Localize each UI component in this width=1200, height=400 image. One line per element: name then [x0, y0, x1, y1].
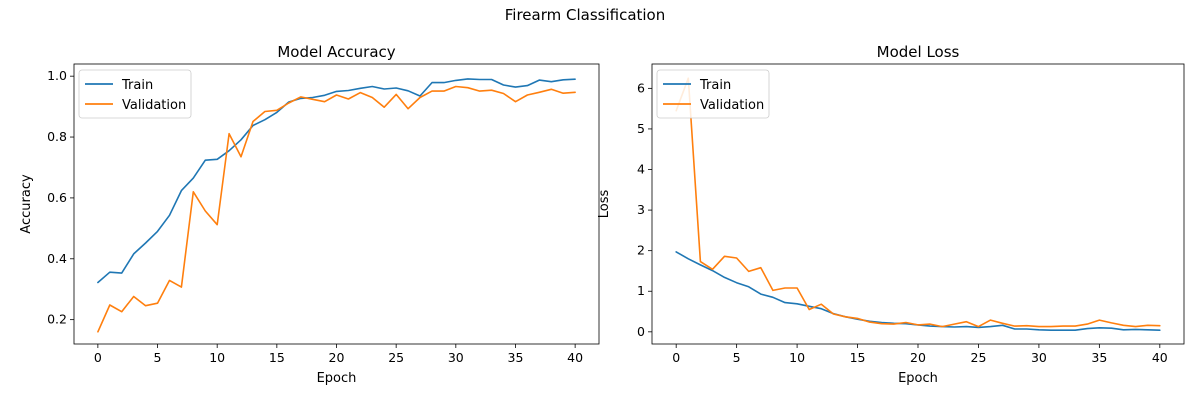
x-axis-label: Epoch: [317, 371, 357, 386]
x-tick-label: 0: [94, 350, 102, 365]
y-tick-label: 0: [637, 324, 645, 339]
y-axis-label: Accuracy: [19, 174, 34, 234]
legend-label-train: Train: [699, 78, 731, 93]
x-tick-label: 40: [567, 350, 583, 365]
x-tick-label: 15: [269, 350, 285, 365]
x-tick-label: 25: [971, 350, 987, 365]
x-tick-label: 5: [154, 350, 162, 365]
y-tick-label: 3: [637, 202, 645, 217]
chart-title: Model Loss: [877, 43, 960, 61]
series-line-train: [97, 78, 576, 284]
x-axis-label: Epoch: [898, 371, 938, 386]
loss-panel: Model Loss 0 5 10 15 20 25 30 35 40 0 1 2 3 4 5 6 Epoch Lo…: [597, 43, 1185, 386]
x-tick-label: 10: [789, 350, 805, 365]
figure-title: Firearm Classification: [505, 6, 666, 24]
x-tick-label: 10: [209, 350, 225, 365]
legend: [78, 69, 192, 119]
y-tick-label: 2: [637, 243, 645, 258]
x-tick-label: 30: [1031, 350, 1047, 365]
x-tick-label: 20: [329, 350, 345, 365]
y-tick-label: 0.4: [47, 251, 67, 266]
y-tick-label: 5: [637, 121, 645, 136]
legend-label-train: Train: [121, 78, 153, 93]
x-tick-label: 0: [672, 350, 680, 365]
x-tick-label: 25: [388, 350, 404, 365]
y-tick-label: 4: [637, 162, 645, 177]
y-tick-label: 1.0: [47, 68, 67, 83]
legend-label-validation: Validation: [122, 98, 186, 113]
y-axis-label: Loss: [597, 190, 612, 219]
x-tick-label: 5: [733, 350, 741, 365]
chart-title: Model Accuracy: [277, 43, 395, 61]
x-tick-label: 30: [448, 350, 464, 365]
y-tick-label: 0.6: [47, 190, 67, 205]
x-tick-label: 20: [910, 350, 926, 365]
series-line-validation: [97, 85, 576, 333]
series-line-train: [675, 251, 1161, 332]
y-tick-label: 1: [637, 283, 645, 298]
y-tick-label: 0.2: [47, 312, 67, 327]
x-tick-label: 15: [850, 350, 866, 365]
x-tick-label: 35: [508, 350, 524, 365]
legend: [656, 69, 770, 119]
y-tick-label: 0.8: [47, 129, 67, 144]
x-tick-label: 35: [1091, 350, 1107, 365]
y-tick-label: 6: [637, 80, 645, 95]
series-line-validation: [675, 77, 1161, 328]
legend-label-validation: Validation: [700, 98, 764, 113]
x-tick-label: 40: [1152, 350, 1168, 365]
accuracy-panel: Model Accuracy 0 5 10 15 20 25 30 35 40 0.2 0.4 0.6 0…: [19, 43, 600, 386]
